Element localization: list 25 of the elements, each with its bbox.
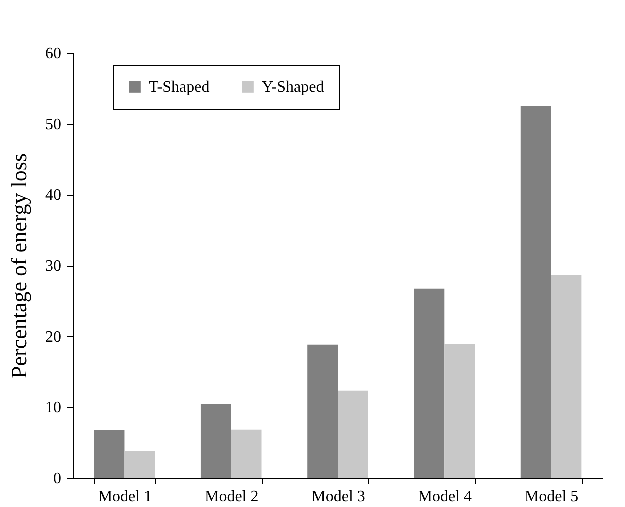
bar: [94, 430, 125, 478]
y-tick-label: 40: [46, 187, 62, 204]
y-tick-label: 30: [46, 258, 62, 275]
y-tick-label: 20: [46, 328, 62, 346]
y-tick-label: 0: [54, 470, 62, 488]
bar: [414, 288, 445, 478]
y-tick-label: 50: [46, 116, 62, 134]
y-axis-title: Percentage of energy loss: [6, 153, 32, 379]
x-tick-label: Model 1: [98, 488, 152, 506]
legend-label: T-Shaped: [149, 79, 210, 96]
y-tick-label: 10: [46, 400, 62, 417]
bar: [231, 430, 262, 478]
x-tick-label: Model 3: [312, 488, 366, 506]
bar: [338, 390, 368, 478]
x-tick-label: Model 5: [524, 488, 579, 506]
y-tick-label: 60: [46, 46, 62, 62]
bar: [124, 451, 156, 478]
bar: [444, 344, 476, 478]
bar: [308, 344, 338, 478]
x-tick-label: Model 2: [204, 488, 259, 506]
legend-label: Y-Shaped: [262, 79, 324, 96]
bar: [200, 404, 232, 478]
bar: [520, 106, 552, 478]
bar: [551, 275, 582, 478]
x-tick-label: Model 4: [418, 488, 472, 506]
